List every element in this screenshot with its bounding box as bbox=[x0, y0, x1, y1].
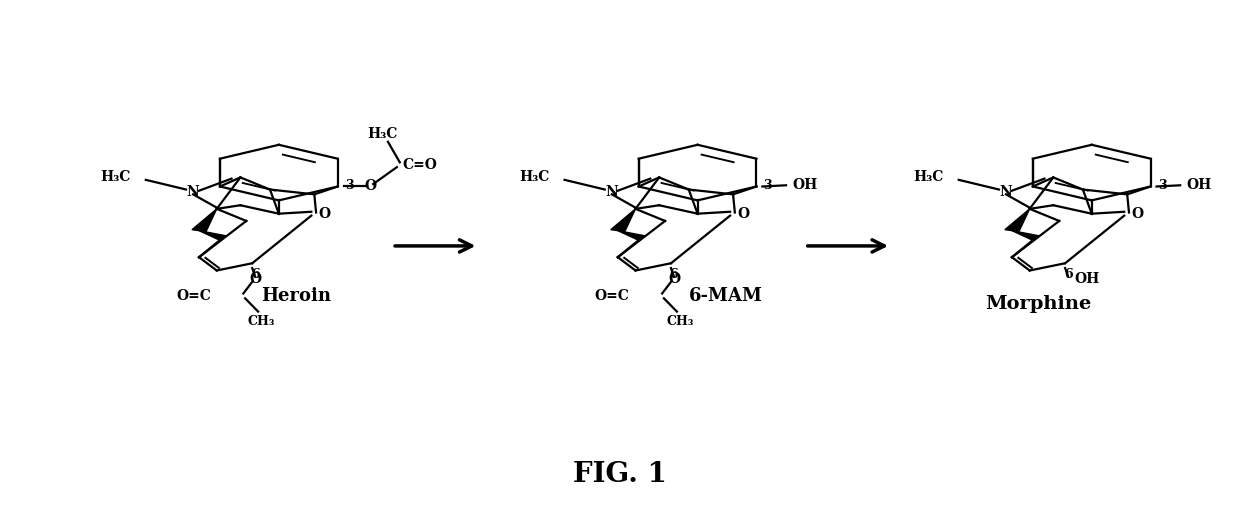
Text: H₃C: H₃C bbox=[367, 126, 397, 141]
Text: O: O bbox=[249, 272, 262, 286]
Text: Heroin: Heroin bbox=[262, 287, 331, 306]
Text: 6: 6 bbox=[250, 268, 259, 281]
Text: N: N bbox=[187, 185, 200, 199]
Polygon shape bbox=[192, 209, 217, 231]
Text: O: O bbox=[738, 207, 749, 221]
Text: O: O bbox=[365, 180, 376, 194]
Text: 6-MAM: 6-MAM bbox=[688, 287, 763, 306]
Polygon shape bbox=[611, 209, 636, 231]
Text: O=C: O=C bbox=[176, 289, 211, 303]
Text: OH: OH bbox=[1187, 178, 1211, 193]
Text: O: O bbox=[319, 207, 331, 221]
Text: 3: 3 bbox=[345, 179, 353, 192]
Polygon shape bbox=[1012, 230, 1039, 240]
Text: H₃C: H₃C bbox=[520, 170, 549, 184]
Text: N: N bbox=[605, 185, 619, 199]
Text: 6: 6 bbox=[670, 268, 678, 281]
Text: C=O: C=O bbox=[403, 158, 438, 172]
Text: O=C: O=C bbox=[595, 289, 630, 303]
Text: 3: 3 bbox=[1158, 179, 1167, 192]
Text: FIG. 1: FIG. 1 bbox=[573, 461, 667, 488]
Text: H₃C: H₃C bbox=[100, 170, 131, 184]
Text: Morphine: Morphine bbox=[986, 295, 1091, 313]
Text: 6: 6 bbox=[1064, 268, 1073, 281]
Polygon shape bbox=[198, 230, 227, 240]
Text: CH₃: CH₃ bbox=[248, 315, 275, 328]
Text: OH: OH bbox=[1074, 272, 1099, 286]
Polygon shape bbox=[1004, 209, 1029, 231]
Text: H₃C: H₃C bbox=[914, 170, 944, 184]
Text: N: N bbox=[999, 185, 1012, 199]
Text: 3: 3 bbox=[764, 179, 773, 192]
Text: CH₃: CH₃ bbox=[666, 315, 693, 328]
Text: O: O bbox=[1131, 207, 1143, 221]
Text: O: O bbox=[668, 272, 680, 286]
Text: OH: OH bbox=[792, 178, 817, 193]
Polygon shape bbox=[618, 230, 645, 240]
